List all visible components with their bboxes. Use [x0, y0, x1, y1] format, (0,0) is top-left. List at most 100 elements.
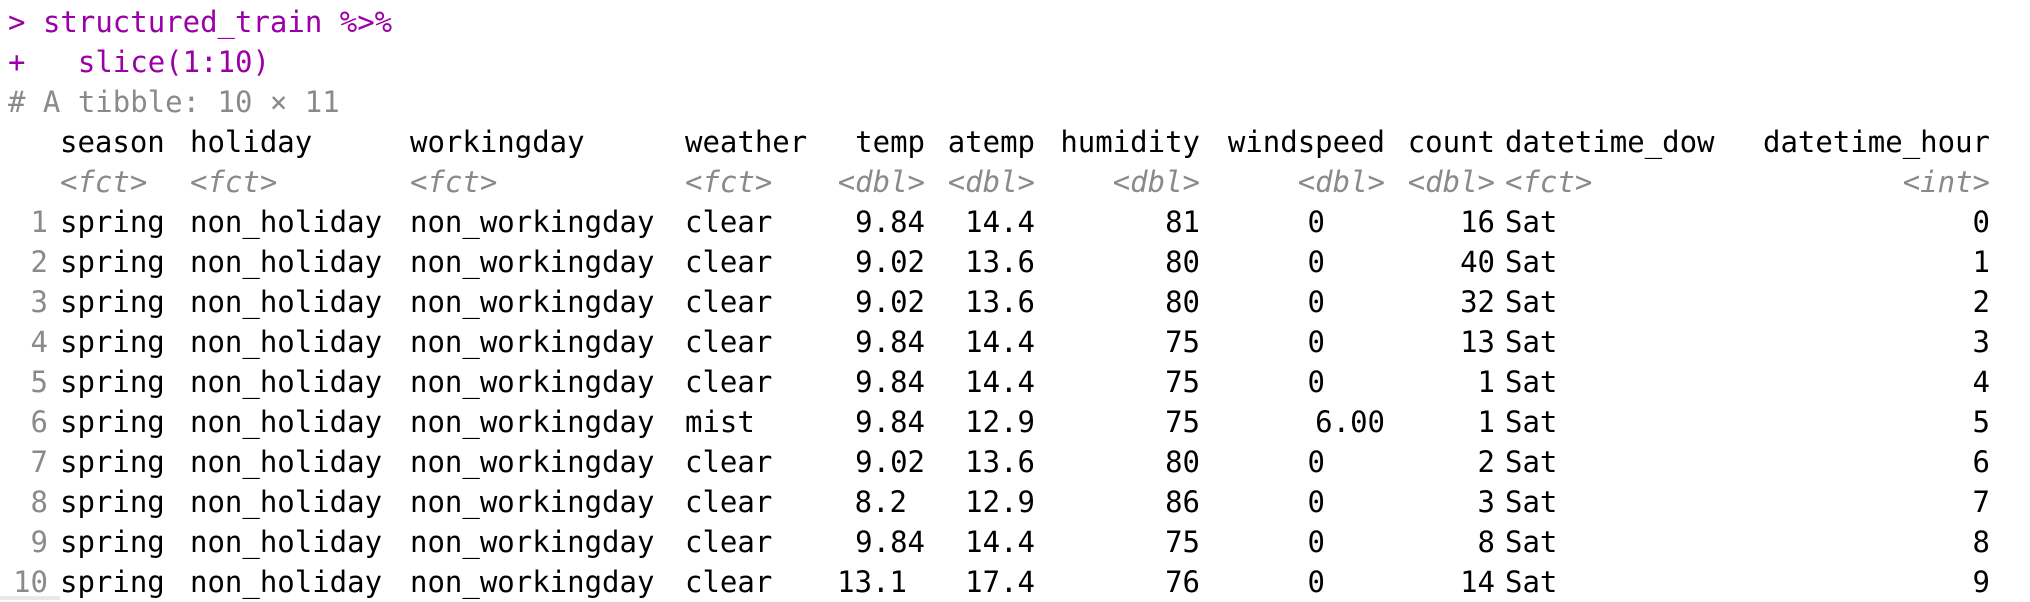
row-number: 8 — [30, 485, 48, 519]
column-type: <fct> — [60, 165, 148, 199]
table-cell: 0 — [1307, 245, 1325, 279]
table-cell: 9.02 — [855, 285, 925, 319]
table-cell: non_holiday — [190, 565, 383, 599]
table-cell: 14.4 — [965, 365, 1035, 399]
table-cell: non_workingday — [410, 285, 655, 319]
table-cell: 9.02 — [855, 445, 925, 479]
table-row: 7 spring non_holiday non_workingday clear 9.0… — [0, 442, 2030, 482]
table-cell: spring — [60, 365, 165, 399]
table-cell: 6.00 — [1315, 405, 1385, 439]
column-type: <dbl> — [837, 165, 925, 199]
table-cell: 12.9 — [965, 405, 1035, 439]
console-prompt: > — [8, 5, 26, 39]
table-cell: 5 — [1972, 405, 1990, 439]
table-cell: clear — [685, 565, 773, 599]
table-cell: non_workingday — [410, 445, 655, 479]
table-cell: Sat — [1505, 245, 1558, 279]
table-cell: Sat — [1505, 325, 1558, 359]
row-number: 9 — [30, 525, 48, 559]
table-cell: spring — [60, 405, 165, 439]
table-cell: 2 — [1477, 445, 1495, 479]
table-cell: non_holiday — [190, 485, 383, 519]
table-cell: non_holiday — [190, 245, 383, 279]
table-cell: spring — [60, 485, 165, 519]
table-cell: Sat — [1505, 485, 1558, 519]
table-cell: non_holiday — [190, 205, 383, 239]
table-cell: 17.4 — [965, 565, 1035, 599]
table-cell: 9.84 — [855, 205, 925, 239]
table-cell: 13.6 — [965, 445, 1035, 479]
row-number: 10 — [13, 565, 48, 599]
table-cell: non_workingday — [410, 565, 655, 599]
table-cell: non_holiday — [190, 325, 383, 359]
table-cell: clear — [685, 365, 773, 399]
table-cell: non_holiday — [190, 285, 383, 319]
table-cell: 80 — [1165, 445, 1200, 479]
table-cell: 14.4 — [965, 525, 1035, 559]
table-cell: spring — [60, 285, 165, 319]
scroll-edge — [0, 596, 60, 600]
table-cell: Sat — [1505, 525, 1558, 559]
table-cell: non_workingday — [410, 205, 655, 239]
table-cell: non_holiday — [190, 365, 383, 399]
table-cell: non_workingday — [410, 325, 655, 359]
table-cell: non_workingday — [410, 485, 655, 519]
table-row: 8 spring non_holiday non_workingday clear 8.2… — [0, 482, 2030, 522]
table-cell: 0 — [1307, 485, 1325, 519]
column-header-row: season holiday workingday weather temp atemp h… — [0, 122, 2030, 162]
table-cell: 0 — [1972, 205, 1990, 239]
table-cell: 0 — [1307, 525, 1325, 559]
table-cell: 0 — [1307, 445, 1325, 479]
table-cell: 9.02 — [855, 245, 925, 279]
column-header: count — [1407, 125, 1495, 159]
table-cell: 13.6 — [965, 245, 1035, 279]
table-cell: spring — [60, 325, 165, 359]
table-cell: 3 — [1972, 325, 1990, 359]
table-cell: 9.84 — [855, 365, 925, 399]
table-cell: 14.4 — [965, 325, 1035, 359]
table-cell: 7 — [1972, 485, 1990, 519]
column-type: <fct> — [410, 165, 498, 199]
column-header: temp — [855, 125, 925, 159]
column-type: <dbl> — [1297, 165, 1385, 199]
table-cell: 76 — [1165, 565, 1200, 599]
table-row: 3 spring non_holiday non_workingday clear 9.0… — [0, 282, 2030, 322]
table-cell: clear — [685, 325, 773, 359]
table-cell: 9.84 — [855, 525, 925, 559]
table-row: 9 spring non_holiday non_workingday clear 9.8… — [0, 522, 2030, 562]
table-cell: 9.84 — [855, 325, 925, 359]
table-cell: 1 — [1972, 245, 1990, 279]
command-line: > structured_train %>% — [8, 2, 392, 42]
table-cell: Sat — [1505, 205, 1558, 239]
table-cell: clear — [685, 285, 773, 319]
table-cell: 6 — [1972, 445, 1990, 479]
table-cell: clear — [685, 205, 773, 239]
table-cell: Sat — [1505, 365, 1558, 399]
table-cell: non_workingday — [410, 405, 655, 439]
table-row: 1 spring non_holiday non_workingday clear 9.8… — [0, 202, 2030, 242]
continuation-prompt: + — [8, 45, 26, 79]
table-cell: 0 — [1307, 365, 1325, 399]
table-cell: 75 — [1165, 365, 1200, 399]
table-cell: 13.6 — [965, 285, 1035, 319]
table-cell: 0 — [1307, 285, 1325, 319]
table-row: 10 spring non_holiday non_workingday clear 13… — [0, 562, 2030, 602]
table-cell: 3 — [1477, 485, 1495, 519]
row-number: 4 — [30, 325, 48, 359]
table-cell: 0 — [1307, 565, 1325, 599]
table-row: 6 spring non_holiday non_workingday mist 9.84… — [0, 402, 2030, 442]
column-header: windspeed — [1227, 125, 1385, 159]
table-cell: 9 — [1972, 565, 1990, 599]
tibble-header: # A tibble: 10 × 11 — [8, 85, 340, 119]
table-cell: non_holiday — [190, 405, 383, 439]
table-row: 5 spring non_holiday non_workingday clear 9.8… — [0, 362, 2030, 402]
table-cell: 4 — [1972, 365, 1990, 399]
column-header: datetime_hour — [1763, 125, 1990, 159]
table-cell: 86 — [1165, 485, 1200, 519]
column-header: weather — [685, 125, 808, 159]
row-number: 3 — [30, 285, 48, 319]
table-cell: 13.1 — [837, 565, 907, 599]
column-header: atemp — [947, 125, 1035, 159]
table-cell: 1 — [1477, 365, 1495, 399]
